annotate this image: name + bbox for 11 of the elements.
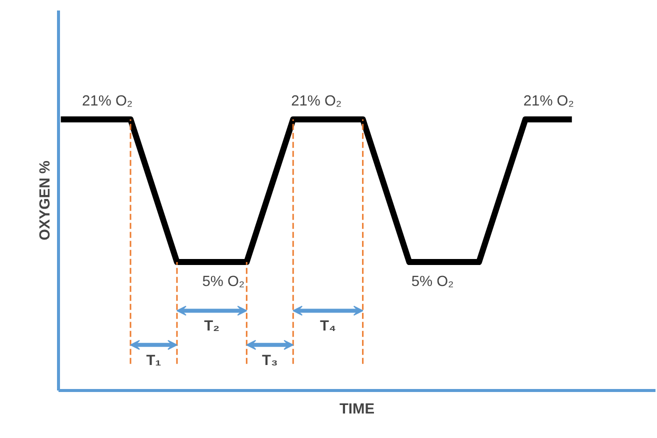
- x-axis-title: TIME: [339, 402, 375, 418]
- data-label: 21% O₂: [82, 93, 133, 110]
- data-label: 21% O₂: [523, 93, 574, 110]
- data-label: 5% O₂: [411, 274, 454, 290]
- data-label: 5% O₂: [202, 274, 245, 290]
- data-label: 21% O₂: [291, 93, 342, 110]
- annotation: T₁: [146, 352, 162, 369]
- annotation: T₃: [262, 352, 278, 369]
- annotation: T₂: [204, 318, 220, 335]
- annotation: T₄: [320, 318, 336, 335]
- y-axis-title: OXYGEN %: [38, 160, 54, 240]
